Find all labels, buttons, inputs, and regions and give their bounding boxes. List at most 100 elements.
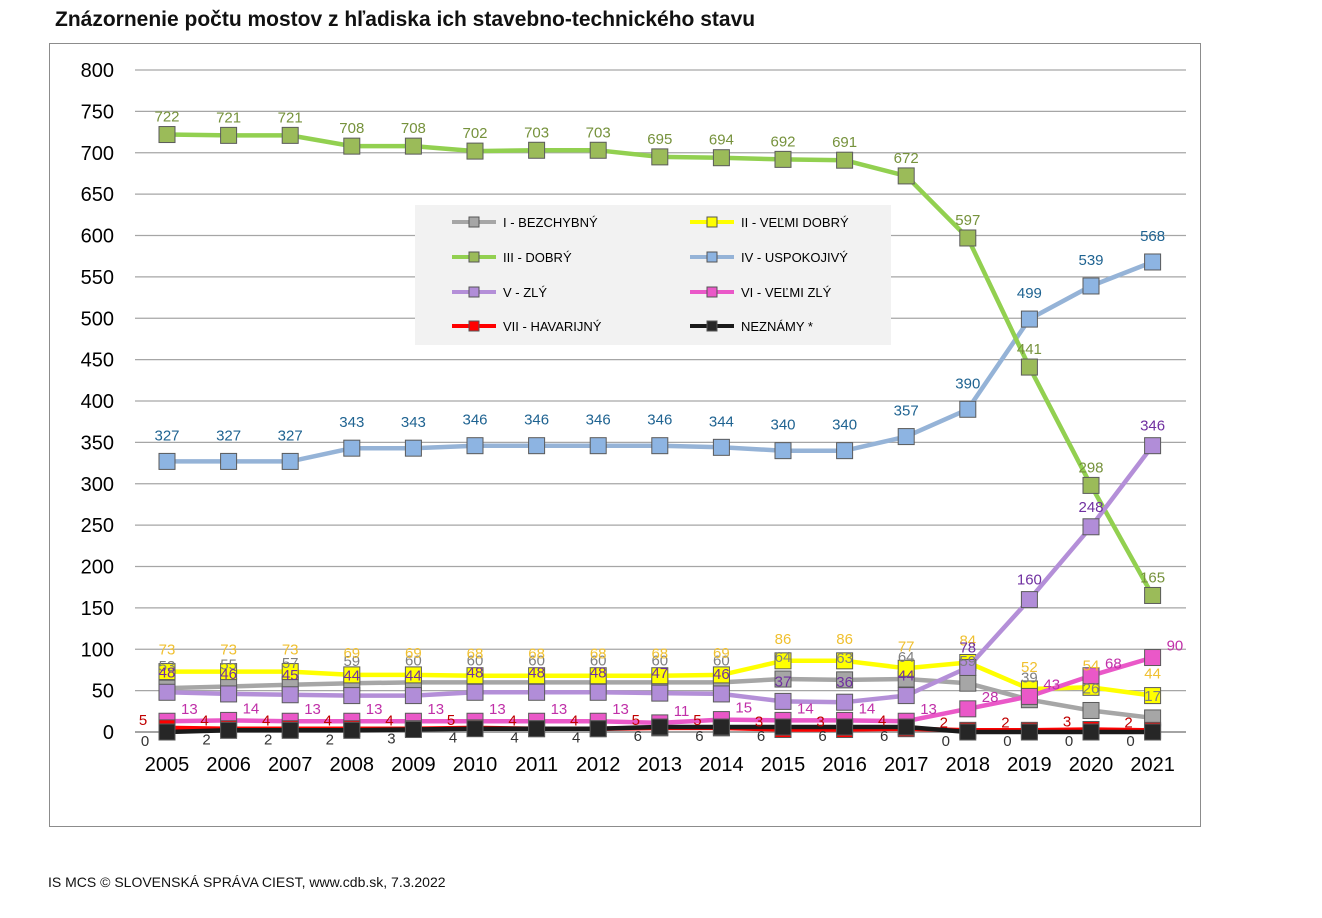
data-label: 6 xyxy=(757,728,765,745)
data-label: 60 xyxy=(651,652,668,669)
data-label: 4 xyxy=(324,713,332,730)
y-tick-label: 600 xyxy=(81,226,114,248)
legend-item: VII - HAVARIJNÝ xyxy=(452,319,602,334)
data-point xyxy=(959,674,977,692)
data-point xyxy=(712,438,730,456)
data-point xyxy=(528,667,546,685)
series-line xyxy=(166,132,1155,597)
data-point xyxy=(528,683,546,701)
data-label: 2 xyxy=(940,714,948,731)
data-label: 4 xyxy=(878,713,886,730)
y-tick-label: 800 xyxy=(81,60,114,82)
legend-item: IV - USPOKOJIVÝ xyxy=(690,250,848,265)
x-tick-label: 2013 xyxy=(638,754,683,776)
data-label: 539 xyxy=(1078,252,1103,269)
data-label: 708 xyxy=(339,120,364,137)
data-point xyxy=(343,687,361,705)
data-point xyxy=(281,721,299,739)
data-label: 597 xyxy=(955,212,980,229)
data-label: 48 xyxy=(590,664,607,681)
data-label: 46 xyxy=(220,666,237,683)
data-label: 672 xyxy=(894,150,919,167)
data-point xyxy=(343,666,361,684)
data-point xyxy=(281,663,299,681)
legend-marker xyxy=(706,320,718,332)
data-point xyxy=(158,126,176,144)
data-point xyxy=(651,437,669,455)
series-2 xyxy=(158,652,1162,705)
data-label: 5 xyxy=(139,712,147,729)
data-label: 73 xyxy=(220,642,237,659)
data-point xyxy=(343,721,361,739)
data-point xyxy=(774,670,792,688)
y-tick-label: 750 xyxy=(81,101,114,123)
data-label: 68 xyxy=(590,646,607,663)
legend-marker xyxy=(468,216,480,228)
data-label: 346 xyxy=(586,412,611,429)
data-point xyxy=(651,667,669,685)
data-point xyxy=(774,718,792,736)
data-point xyxy=(712,149,730,167)
data-point xyxy=(712,718,730,736)
data-label: 37 xyxy=(775,673,792,690)
footer-note: IS MCS © SLOVENSKÁ SPRÁVA CIEST, www.cdb… xyxy=(48,874,446,890)
data-point xyxy=(1144,586,1162,604)
data-label: 77 xyxy=(898,638,915,655)
data-point xyxy=(158,683,176,701)
y-tick-label: 500 xyxy=(81,308,114,330)
data-point xyxy=(836,442,854,460)
data-label: 298 xyxy=(1078,459,1103,476)
legend-item: II - VEĽMI DOBRÝ xyxy=(690,215,849,230)
legend-marker xyxy=(468,251,480,263)
data-label: 13 xyxy=(551,701,568,718)
data-label: 26 xyxy=(1083,680,1100,697)
data-label: 3 xyxy=(1063,714,1071,731)
x-tick-label: 2006 xyxy=(206,754,251,776)
data-label: 14 xyxy=(243,700,260,717)
y-tick-label: 0 xyxy=(103,722,114,744)
data-label: 4 xyxy=(570,713,578,730)
data-label: 52 xyxy=(1021,659,1038,676)
y-tick-label: 700 xyxy=(81,143,114,165)
data-label: 64 xyxy=(775,649,792,666)
data-point xyxy=(774,692,792,710)
y-tick-label: 100 xyxy=(81,639,114,661)
data-label: 46 xyxy=(713,666,730,683)
data-point xyxy=(712,685,730,703)
data-label: 36 xyxy=(836,674,853,691)
data-label: 695 xyxy=(647,131,672,148)
data-point xyxy=(712,666,730,684)
x-tick-label: 2012 xyxy=(576,754,621,776)
data-label: 28 xyxy=(982,689,999,706)
y-axis-ticks: 0 50 100 150 200 250 300 350 400 450 500 550 600 650 7… xyxy=(81,60,114,744)
data-point xyxy=(1020,591,1038,609)
data-point xyxy=(1082,667,1100,685)
data-point xyxy=(836,151,854,169)
data-point xyxy=(1144,437,1162,455)
page-title: Znázornenie počtu mostov z hľadiska ich … xyxy=(55,8,756,31)
data-label: 357 xyxy=(894,403,919,420)
x-tick-label: 2005 xyxy=(145,754,190,776)
data-point xyxy=(589,437,607,455)
data-label: 13 xyxy=(489,701,506,718)
data-point xyxy=(959,658,977,676)
x-tick-label: 2008 xyxy=(330,754,375,776)
data-point xyxy=(281,452,299,470)
data-point xyxy=(897,718,915,736)
data-label: 39 xyxy=(1021,670,1038,687)
data-point xyxy=(466,142,484,160)
data-label: 69 xyxy=(343,645,360,662)
grid-layer xyxy=(135,69,1186,733)
data-point xyxy=(1082,518,1100,536)
data-label: 327 xyxy=(216,427,241,444)
data-label: 6 xyxy=(880,728,888,745)
data-label: 43 xyxy=(1043,676,1060,693)
data-point xyxy=(589,667,607,685)
legend-item: III - DOBRÝ xyxy=(452,250,572,265)
data-label: 340 xyxy=(770,417,795,434)
data-point xyxy=(404,666,422,684)
series-4 xyxy=(158,253,1162,470)
x-tick-label: 2018 xyxy=(946,754,991,776)
data-label: 343 xyxy=(401,414,426,431)
